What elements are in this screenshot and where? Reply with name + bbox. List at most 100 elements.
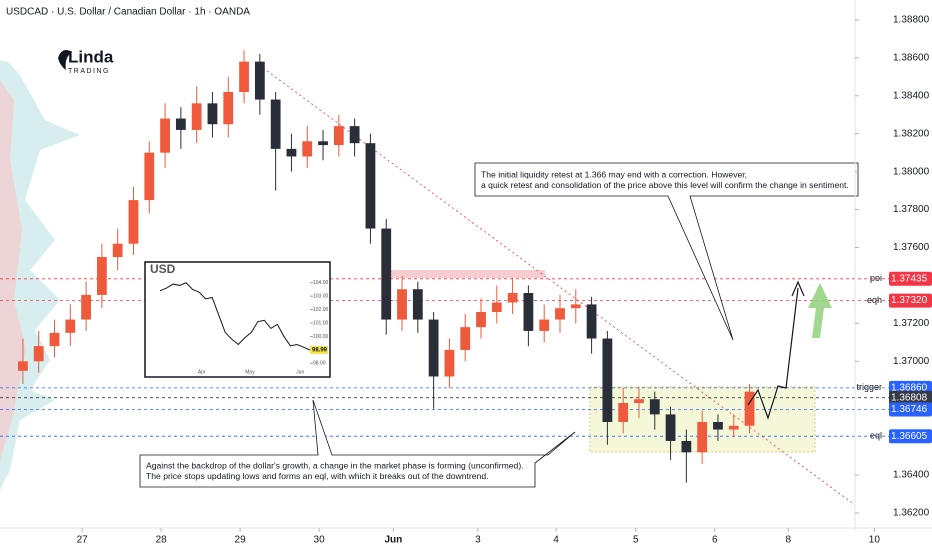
inset-last-box	[310, 345, 328, 354]
inset-x-label: Jun	[296, 369, 304, 375]
candle-body	[634, 399, 644, 404]
candle-body	[175, 118, 186, 130]
inset-y-label: 100.00	[313, 334, 329, 340]
y-tick-label: 1.38600	[893, 52, 930, 63]
chart-title: USDCAD · U.S. Dollar / Canadian Dollar ·…	[6, 7, 250, 18]
callout-box	[139, 399, 576, 488]
candle-body	[491, 302, 502, 312]
candle-body	[365, 143, 376, 229]
annotation-text: The price stops updating lows and forms …	[146, 471, 489, 481]
level-price-box	[889, 402, 932, 417]
projection-path	[747, 287, 799, 420]
inset-line	[159, 282, 311, 351]
candle-body	[697, 421, 708, 453]
y-tick-label: 1.36400	[893, 470, 930, 481]
x-tick-label: 6	[712, 535, 718, 546]
level-price-box	[889, 390, 932, 405]
candle-body	[144, 152, 155, 201]
level-name: trigger	[856, 382, 882, 392]
level-price-label: 1.36746	[891, 404, 928, 415]
candle-body	[239, 61, 249, 92]
level-price-label: 1.36808	[891, 392, 928, 403]
annotation-text: a quick retest and consolidation of the …	[481, 180, 849, 190]
level-price-label: 1.36860	[891, 382, 928, 393]
candle-body	[728, 425, 739, 430]
candle-body	[397, 289, 407, 320]
x-tick-label: 8	[785, 535, 791, 546]
level-price-label: 1.37320	[891, 295, 928, 306]
candle-body	[33, 346, 44, 362]
y-tick-label: 1.37800	[893, 204, 930, 215]
x-tick-label: 29	[235, 535, 247, 546]
candle-body	[460, 327, 471, 350]
candle-body	[476, 311, 486, 328]
logo: Linda TRADING	[58, 47, 114, 75]
inset-chart: USD 104.00 103.00 102.00 101.00 100.00 98.00 A…	[144, 261, 331, 378]
y-tick-label: 1.38200	[893, 128, 930, 139]
level-name: eql	[870, 431, 882, 441]
candle-body	[160, 118, 170, 153]
candle-body	[555, 308, 565, 320]
x-tick-label: 5	[633, 535, 639, 546]
trend-line	[254, 61, 856, 506]
inset-y-label: 104.00	[313, 280, 329, 286]
candle-body	[65, 319, 76, 333]
level-name: eqh	[867, 295, 882, 305]
candle-body	[96, 256, 107, 295]
x-tick-label: 30	[314, 535, 326, 546]
level-price-label: 1.37435	[891, 273, 928, 284]
y-tick-label: 1.37000	[893, 356, 930, 367]
candle-body	[254, 61, 265, 100]
logo-text: Linda	[68, 47, 114, 66]
y-tick-label: 1.37600	[893, 242, 930, 253]
candle-body	[586, 304, 597, 339]
level-name: poi	[870, 273, 882, 283]
volume-profile	[0, 60, 80, 490]
callouts: The initial liquidity retest at 1.366 ma…	[139, 162, 859, 488]
inset-y-label: 102.00	[313, 307, 329, 313]
candle-body	[81, 294, 91, 320]
candle-body	[286, 148, 297, 157]
inset-y-label: 98.00	[313, 361, 326, 367]
candle-body	[302, 141, 313, 157]
projection-arrowhead	[791, 280, 805, 297]
inset-title: USD	[150, 262, 176, 276]
candle-body	[191, 103, 202, 130]
inset-y-label: 103.00	[313, 293, 329, 299]
x-tick-label: 3	[475, 535, 481, 546]
supply-zone	[388, 270, 545, 278]
candle-body	[270, 99, 281, 149]
candle-body	[539, 319, 550, 331]
y-tick-label: 1.38400	[893, 90, 930, 101]
candle-body	[713, 421, 723, 430]
y-tick-label: 1.38000	[893, 166, 930, 177]
x-tick-label: 4	[553, 535, 559, 546]
candle-body	[744, 391, 755, 426]
bullish-arrow	[808, 283, 832, 338]
level-price-label: 1.36605	[891, 431, 928, 442]
callout-box	[474, 162, 859, 341]
candle-body	[507, 293, 518, 303]
candle-body	[412, 289, 423, 320]
level-price-box	[889, 271, 932, 286]
candle-body	[381, 228, 392, 320]
candle-body	[318, 141, 328, 146]
candle-body	[523, 293, 534, 331]
inset-x-label: Apr	[198, 369, 206, 375]
candle-body	[349, 126, 360, 144]
candle-body	[618, 403, 629, 422]
level-price-box	[889, 429, 932, 444]
inset-y-label: 101.00	[313, 320, 329, 326]
candle-body	[18, 361, 28, 371]
x-tick-label: Jun	[384, 535, 402, 546]
candle-body	[570, 304, 581, 309]
candle-body	[602, 338, 613, 422]
annotation-text: Against the backdrop of the dollar's gro…	[146, 460, 524, 470]
inset-x-label: May	[245, 369, 255, 375]
x-tick-label: 10	[869, 535, 881, 546]
x-tick-label: 27	[77, 535, 89, 546]
candle-body	[333, 126, 344, 146]
candle-body	[223, 91, 234, 125]
x-tick-label: 28	[156, 535, 168, 546]
